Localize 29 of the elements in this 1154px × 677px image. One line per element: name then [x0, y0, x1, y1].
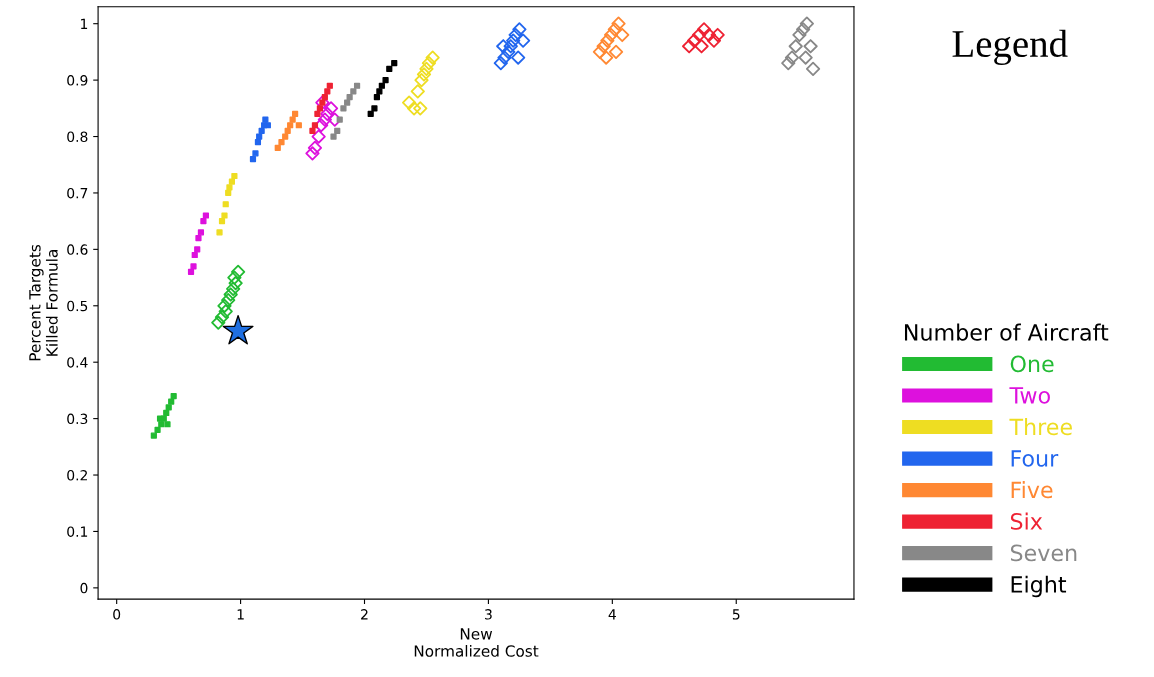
y-tick-label: 0 — [80, 582, 88, 594]
y-axis-title: Percent Targets Killed Formula — [29, 244, 58, 361]
legend-label: Four — [1011, 450, 1059, 467]
y-tick-label: 0.4 — [67, 357, 88, 368]
y-tick-label: 0.2 — [67, 470, 87, 481]
y-tick-label: 0.8 — [67, 131, 88, 142]
x-tick-label: 2 — [361, 609, 368, 620]
y-tick-label: 1 — [81, 18, 88, 29]
legend-label: Eight — [1011, 575, 1067, 598]
x-tick-label: 3 — [485, 609, 492, 620]
x-tick-label: 1 — [237, 609, 244, 620]
x-tick-label: 0 — [113, 609, 121, 620]
y-tick-label: 0.5 — [67, 300, 88, 312]
legend-label: Five — [1011, 481, 1053, 499]
text: Legend — [952, 29, 1068, 66]
y-tick-label: 0.6 — [67, 244, 88, 255]
x-tick-label: 4 — [608, 609, 616, 620]
y-tick-label: 0.9 — [67, 75, 88, 86]
legend-title: Number of Aircraft — [904, 323, 1109, 341]
legend-label: Two — [1009, 387, 1050, 404]
x-tick-label: 5 — [732, 609, 740, 620]
x-axis-title: New Normalized Cost — [414, 628, 539, 657]
legend-label: Three — [1009, 418, 1072, 436]
y-tick-label: 0.3 — [67, 413, 88, 425]
legend-label: Seven — [1010, 544, 1077, 562]
y-tick-label: 0.1 — [67, 526, 88, 537]
legend-label: One — [1010, 355, 1054, 373]
legend-label: Six — [1010, 512, 1043, 530]
y-tick-label: 0.7 — [67, 187, 88, 199]
